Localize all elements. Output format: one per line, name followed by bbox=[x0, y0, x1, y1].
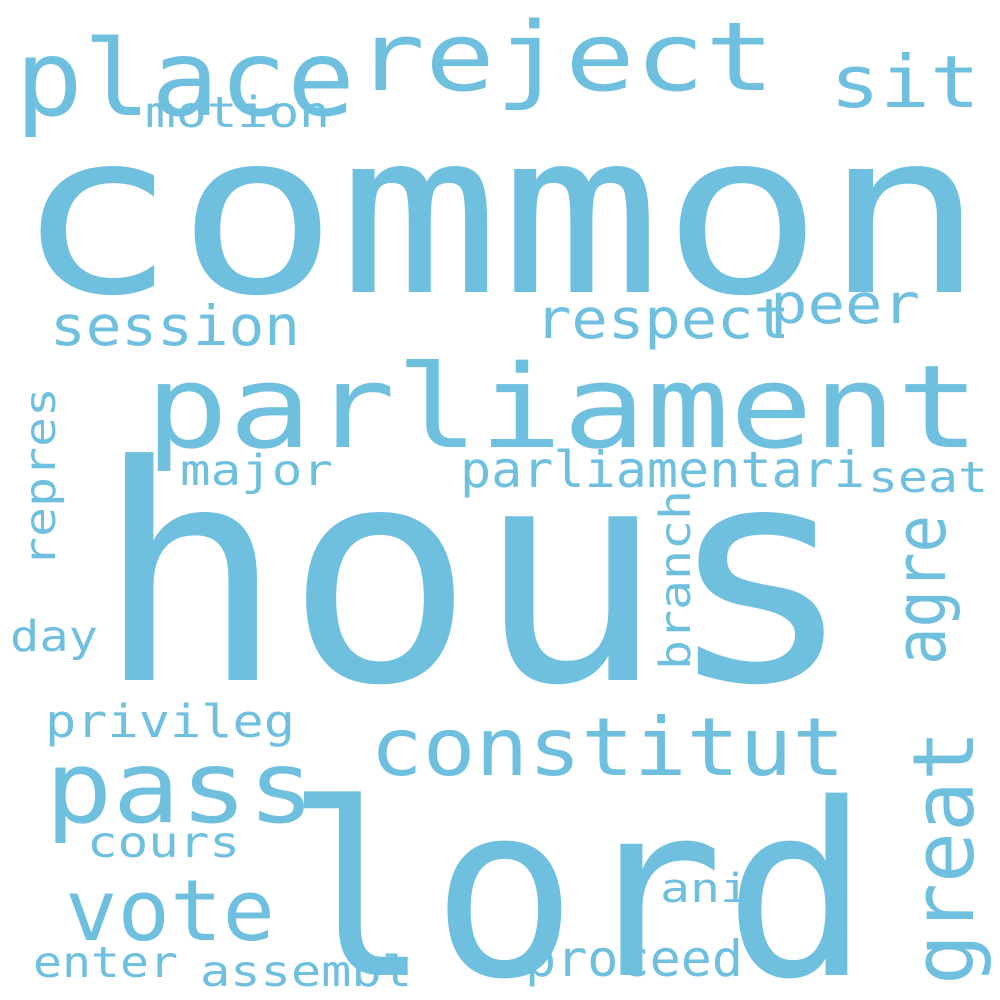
word-seat: seat bbox=[868, 453, 988, 503]
word-proceed: proceed bbox=[525, 930, 743, 988]
word-pass: pass bbox=[45, 729, 315, 846]
word-major: major bbox=[180, 446, 333, 496]
word-session: session bbox=[50, 294, 300, 358]
word-reject: reject bbox=[355, 3, 775, 113]
word-place: place bbox=[15, 18, 355, 140]
word-parliament: parliament bbox=[145, 341, 980, 475]
word-peer: peer bbox=[770, 272, 920, 336]
word-motion: motion bbox=[145, 88, 330, 138]
word-constitut: constitut bbox=[370, 701, 845, 794]
word-enter: enter bbox=[33, 938, 178, 988]
word-privileg: privileg bbox=[45, 695, 295, 748]
word-repres: repres bbox=[16, 387, 66, 567]
word-common: common bbox=[15, 84, 985, 346]
word-sit: sit bbox=[830, 40, 980, 124]
word-lord: lord bbox=[285, 752, 870, 1000]
word-hous: hous bbox=[95, 402, 855, 751]
word-cours: cours bbox=[87, 818, 240, 868]
word-parliamentari: parliamentari bbox=[460, 441, 865, 499]
word-day: day bbox=[10, 612, 98, 662]
word-assembl: assembl bbox=[200, 947, 412, 997]
word-vote: vote bbox=[65, 862, 275, 961]
word-great: great bbox=[895, 730, 994, 985]
word-group: hous common lord parliament place reject pass c… bbox=[10, 3, 994, 1000]
word-ani: ani bbox=[660, 866, 750, 912]
word-agre: agre bbox=[880, 515, 962, 665]
word-respect: respect bbox=[535, 287, 790, 351]
word-branch: branch bbox=[651, 490, 701, 670]
